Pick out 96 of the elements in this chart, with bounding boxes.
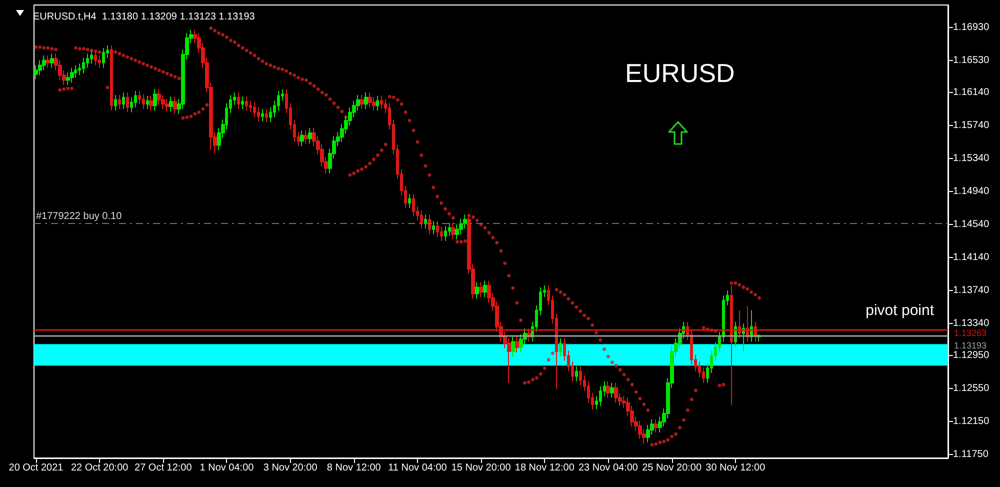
candlestick xyxy=(479,282,483,298)
candlestick xyxy=(245,96,248,112)
y-tick-label: 1.13740 xyxy=(953,284,990,296)
candlestick xyxy=(451,222,455,240)
candlestick xyxy=(436,220,439,238)
y-tick-label: 1.13340 xyxy=(953,318,990,330)
candlestick xyxy=(173,96,177,114)
candlestick xyxy=(376,95,379,112)
candlestick xyxy=(742,323,745,352)
candlestick xyxy=(300,130,304,147)
candlestick xyxy=(475,282,479,300)
y-tick-label: 1.15740 xyxy=(953,120,990,131)
candlestick xyxy=(424,214,427,230)
candlestick xyxy=(98,54,101,68)
candlestick xyxy=(559,338,562,358)
y-tick-label: 1.12950 xyxy=(953,350,990,362)
x-tick-label: 3 Nov 20:00 xyxy=(263,462,318,474)
candlestick xyxy=(249,100,252,113)
candlestick xyxy=(241,96,244,110)
y-tick-label: 1.16930 xyxy=(953,22,990,33)
x-tick-label: 8 Nov 12:00 xyxy=(326,462,382,474)
ref-line-label: 1.13263 xyxy=(954,328,987,338)
candlestick xyxy=(515,336,519,353)
y-tick-label: 1.12550 xyxy=(953,383,990,394)
x-tick-label: 1 Nov 04:00 xyxy=(200,462,254,474)
y-tick-label: 1.14540 xyxy=(953,218,990,230)
candlestick xyxy=(654,418,658,433)
candlestick xyxy=(114,94,117,112)
candlestick xyxy=(638,420,642,440)
candlestick xyxy=(122,92,125,110)
y-tick-label: 1.14940 xyxy=(953,186,990,197)
candlestick xyxy=(360,94,364,110)
candlestick xyxy=(368,92,372,108)
candlestick xyxy=(408,193,411,208)
candlestick xyxy=(118,94,121,110)
candlestick xyxy=(38,60,42,76)
candlestick xyxy=(483,280,487,298)
candlestick xyxy=(237,92,240,110)
candlestick xyxy=(157,88,161,106)
candlestick xyxy=(412,193,415,217)
candlestick xyxy=(432,220,435,235)
candlestick xyxy=(308,127,312,144)
candlestick xyxy=(82,57,85,74)
candlestick xyxy=(372,96,376,112)
candlestick xyxy=(138,90,141,105)
x-tick-label: 23 Nov 04:00 xyxy=(578,462,638,474)
annotation: pivot point xyxy=(866,302,935,319)
ref-line-label: #1779222 buy 0.10 xyxy=(36,211,122,222)
candlestick xyxy=(42,54,46,71)
candlestick xyxy=(146,95,149,110)
candlestick xyxy=(149,95,153,112)
candlestick xyxy=(265,108,268,123)
x-tick-label: 18 Nov 12:00 xyxy=(514,462,575,474)
y-tick-label: 1.11750 xyxy=(953,449,989,460)
candlestick xyxy=(304,130,308,144)
candlestick xyxy=(165,98,169,112)
candlestick xyxy=(142,94,145,110)
y-tick-label: 1.12150 xyxy=(953,416,990,428)
y-tick-label: 1.16140 xyxy=(953,86,990,98)
ref-line-label: 1.13193 xyxy=(954,340,987,351)
candlestick xyxy=(614,382,618,404)
y-tick-label: 1.14140 xyxy=(953,252,990,263)
candlestick xyxy=(261,108,264,122)
candlestick xyxy=(253,102,256,118)
candlestick xyxy=(444,226,447,242)
candlestick xyxy=(153,88,157,112)
candlestick xyxy=(34,64,38,80)
candlestick xyxy=(428,214,431,235)
candlestick xyxy=(70,67,74,84)
candlestick xyxy=(46,54,50,68)
text: EURUSD.t,H4 1.13180 1.13209 1.13123 1.13193 xyxy=(33,12,256,22)
candlestick xyxy=(74,64,77,78)
candlestick xyxy=(722,294,725,342)
candlestick xyxy=(50,53,54,68)
y-tick-label: 1.15340 xyxy=(953,152,990,164)
candlestick xyxy=(575,366,578,382)
candlestick xyxy=(610,382,614,398)
candlestick xyxy=(126,92,129,113)
x-tick-label: 20 Oct 2021 xyxy=(8,462,64,474)
candlestick xyxy=(606,380,610,398)
candlestick xyxy=(420,210,423,230)
x-tick-label: 15 Nov 20:00 xyxy=(451,462,512,474)
candlestick xyxy=(380,95,383,110)
x-tick-label: 22 Oct 20:00 xyxy=(70,462,129,474)
text: EURUSD xyxy=(625,58,735,88)
candlestick xyxy=(169,96,173,112)
candlestick xyxy=(364,92,368,110)
x-tick-label: 27 Oct 12:00 xyxy=(134,462,192,474)
y-tick-label: 1.16530 xyxy=(953,54,990,66)
x-tick-label: 25 Nov 20:00 xyxy=(642,462,702,474)
candlestick xyxy=(511,336,515,358)
candlestick xyxy=(257,106,260,122)
candlestick xyxy=(599,386,602,407)
x-tick-label: 11 Nov 04:00 xyxy=(388,462,448,474)
x-tick-label: 30 Nov 12:00 xyxy=(706,462,766,474)
candlestick xyxy=(448,222,451,237)
